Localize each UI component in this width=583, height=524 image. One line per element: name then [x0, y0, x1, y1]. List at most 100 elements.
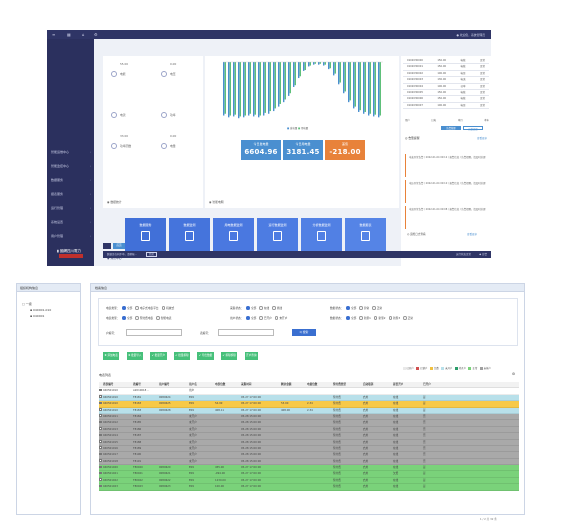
- quick-button[interactable]: 运行数据监测: [257, 218, 298, 254]
- tree-node[interactable]: ▪ 040001-010: [30, 308, 52, 312]
- device-row[interactable]: 0102030001 150.00 电能 正常: [403, 64, 489, 71]
- search-button[interactable]: Q 搜索: [292, 329, 316, 336]
- radio-option[interactable]: [388, 316, 392, 320]
- grid-icon[interactable]: ▦: [67, 32, 71, 37]
- action-button[interactable]: ✔ 批量拆除: [173, 352, 191, 360]
- bar: [369, 62, 371, 114]
- news-item[interactable]: 电流异常告警 / 2022-01-04 09:08 / 报警信息 / 告警提醒，…: [405, 206, 489, 229]
- tab-inspect[interactable]: 运维巡视: [463, 126, 483, 131]
- sidebar-item-2[interactable]: 数据服务 ›: [51, 178, 91, 183]
- radio-option[interactable]: [403, 316, 407, 320]
- bar: [323, 62, 325, 66]
- table-row[interactable]: 040501017 T8190 未开户 05-28 15:00:00 预付费 启用 在线否: [99, 452, 519, 459]
- radio-option[interactable]: [346, 316, 350, 320]
- device-row[interactable]: 0102030000 150.00 电能 正常: [403, 58, 489, 65]
- bar: [368, 62, 370, 116]
- action-button[interactable]: 开户查询: [244, 352, 258, 360]
- table-row[interactable]: 040501022 T80022 0080622 E09 1230.00 05-27 17…: [99, 477, 519, 485]
- radio-option[interactable]: [359, 316, 363, 320]
- radio-option[interactable]: [246, 316, 250, 320]
- device-row[interactable]: 0102030005 150.00 电能 正常: [403, 90, 489, 97]
- tree-root[interactable]: □ 一级: [22, 302, 32, 306]
- radio-option[interactable]: [373, 316, 378, 320]
- sidebar-item-3[interactable]: 报表服务 ›: [51, 192, 91, 197]
- message-center-link[interactable]: ◉ 消息中心: [107, 256, 122, 260]
- action-button[interactable]: ✚ 批量导入: [126, 352, 143, 360]
- bar: [309, 62, 311, 66]
- radio-option[interactable]: [259, 316, 263, 320]
- radio-option[interactable]: [359, 306, 363, 310]
- action-button[interactable]: ✔ 导出数据: [197, 352, 214, 360]
- quick-button[interactable]: 分析数据监测: [301, 218, 342, 254]
- settings-icon[interactable]: ⚙: [512, 372, 516, 376]
- sidebar-item-6[interactable]: 用户管理 ›: [51, 234, 91, 239]
- table-row[interactable]: 040501010 T8183 0080628 E09 408.11 05-27 17:0…: [99, 407, 519, 414]
- stats-panel: 55.00 电能 0.00 电压 电流 功率 33.00 功率因数 0.00 电量 ◉ …: [103, 56, 203, 208]
- radio-option[interactable]: [272, 306, 276, 310]
- tab-home[interactable]: 首页: [113, 243, 125, 249]
- table-row[interactable]: 040501010 T8183 0080625 E09 54.99 05-27 17:00…: [99, 401, 519, 408]
- tree-node[interactable]: ▪ 040001: [30, 314, 45, 318]
- news-more-link[interactable]: 查看更多: [476, 137, 487, 140]
- table-row[interactable]: 040501013 T8186 未开户 05-28 15:00:00 预付费 启用 在线否: [99, 426, 519, 434]
- table-row[interactable]: 040501010 T8181 0080624 E09 05-27 17:00:00 预付…: [99, 394, 519, 402]
- quick-button[interactable]: 数据监测: [169, 218, 210, 254]
- sidebar-item-1[interactable]: 智能监控中心 ›: [51, 164, 91, 169]
- device-row[interactable]: 0102030007 100.00 电压 正常: [403, 103, 489, 110]
- radio-option[interactable]: [122, 316, 126, 320]
- user-no-input[interactable]: [126, 329, 182, 336]
- action-button[interactable]: ✔ 拆除移除: [221, 352, 238, 360]
- meter-no-input[interactable]: [218, 329, 274, 336]
- quick-button[interactable]: 用电数据监测: [213, 218, 254, 254]
- sidebar-item-4[interactable]: 运行管理 ›: [51, 206, 91, 211]
- sidebar-item-0[interactable]: 智能运维中心 ›: [51, 150, 91, 155]
- table-row[interactable]: 040501020 T80020 0080620 E09 455.00 05-27 17:…: [99, 465, 519, 472]
- log-link[interactable]: ◎ 运维日志查看: [407, 233, 426, 236]
- home-icon[interactable]: ⌂: [82, 32, 85, 37]
- menu-icon[interactable]: ≡: [52, 32, 56, 37]
- news-item[interactable]: 电压异常告警 / 2022-01-04 09:10 / 报警信息 / 告警提醒，…: [405, 180, 489, 203]
- pagination[interactable]: 1 / 2 共 32 条: [480, 518, 497, 521]
- radio-option[interactable]: [122, 306, 126, 310]
- radio-option[interactable]: [246, 306, 250, 310]
- radio-option[interactable]: [372, 306, 376, 310]
- device-row[interactable]: 0102030002 100.00 电压 正常: [403, 71, 489, 78]
- table-row[interactable]: 040501023 T80023 0080623 E09 100.00 05-27 17:…: [99, 484, 519, 491]
- settings-icon[interactable]: ⚙: [94, 32, 98, 37]
- radio-option[interactable]: [259, 306, 263, 310]
- status-close-button[interactable]: 关闭: [145, 252, 157, 257]
- user-info[interactable]: ● 欢迎您，系统管理员: [456, 33, 485, 37]
- alarm-indicator[interactable]: ◆ 告警: [479, 253, 487, 256]
- table-row[interactable]: 040501012 T8185 未开户 05-28 15:00:00 预付费 启用 在线否: [99, 420, 519, 427]
- log-more-link[interactable]: 查看更多: [467, 233, 478, 236]
- action-button[interactable]: ✚ 添加电表: [103, 352, 120, 360]
- device-row[interactable]: 0102030004 100.00 功率 正常: [403, 84, 489, 90]
- sidebar-item-5[interactable]: 系统设置 ›: [51, 220, 91, 225]
- chart-link[interactable]: ◉ 智能电网: [209, 200, 224, 204]
- table-row[interactable]: 040501015 T8188 未开户 05-28 15:00:00 预付费 启用 在线否: [99, 439, 519, 446]
- tab-arrow[interactable]: [103, 243, 111, 249]
- quick-button[interactable]: 数据服务: [125, 218, 166, 254]
- table-row[interactable]: 040501014 T8187 未开户 05-28 15:00:00 预付费 启用 在线否: [99, 433, 519, 440]
- radio-option[interactable]: [135, 316, 139, 320]
- device-row[interactable]: 0102030003 130.00 电流 正常: [403, 77, 489, 84]
- device-row[interactable]: 0102030006 150.00 电能 正常: [403, 96, 489, 103]
- table-row[interactable]: 040501016 T8189 未开户 05-28 15:00:00 预付费 启用 在线否: [99, 445, 519, 453]
- radio-option[interactable]: [156, 316, 160, 320]
- quick-button[interactable]: 数据报表: [345, 218, 386, 254]
- tab-alarm[interactable]: 告警管理: [441, 126, 461, 130]
- news-item[interactable]: 电表异常告警 / 2022-01-04 09:12 / 报警信息 / 告警提醒，…: [405, 154, 489, 177]
- table-row[interactable]: 040501010 A2010018 .. 用户: [99, 388, 519, 395]
- table-row[interactable]: 040501011 T8184 未开户 05-28 15:00:00 预付费 启用 在线否: [99, 413, 519, 421]
- stats-link[interactable]: ◉ 数据统计: [107, 200, 122, 204]
- search-label-1: 户编号：: [106, 331, 117, 335]
- bar: [283, 62, 285, 103]
- table-row[interactable]: 040501018 T8191 未开户 05-28 15:00:00 预付费 启用 在线否: [99, 458, 519, 466]
- radio-option[interactable]: [346, 306, 350, 310]
- radio-option[interactable]: [161, 306, 166, 310]
- table-row[interactable]: 040501021 T80021 0080621 E09 -994.00 05-27 17…: [99, 471, 519, 478]
- right-table-footer: 用户 日电 本月 本年: [405, 119, 489, 122]
- radio-option[interactable]: [274, 316, 279, 320]
- action-button[interactable]: ✔ 批量开户: [150, 352, 167, 360]
- radio-option[interactable]: [135, 306, 139, 310]
